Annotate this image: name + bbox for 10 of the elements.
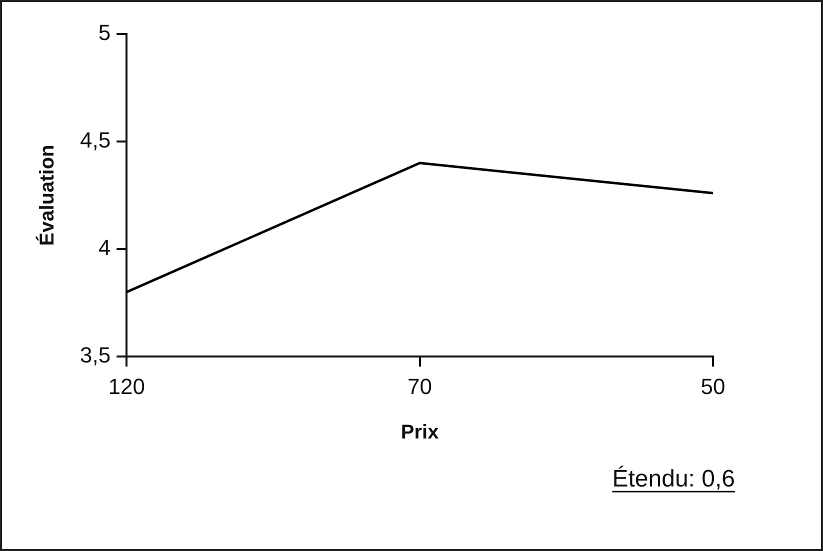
x-axis-title: Prix [400, 422, 439, 444]
x-tick-label: 50 [700, 374, 726, 399]
y-tick-label: 4,5 [80, 128, 111, 153]
x-tick-label: 70 [408, 374, 432, 399]
y-tick-label: 5 [98, 20, 111, 46]
y-axis-title: Évaluation [36, 144, 59, 246]
text: Étendu: 0,6 [612, 466, 735, 493]
x-tick-label: 120 [108, 374, 145, 399]
y-tick-label: 3,5 [80, 342, 111, 368]
y-tick-label: 4 [98, 235, 111, 260]
